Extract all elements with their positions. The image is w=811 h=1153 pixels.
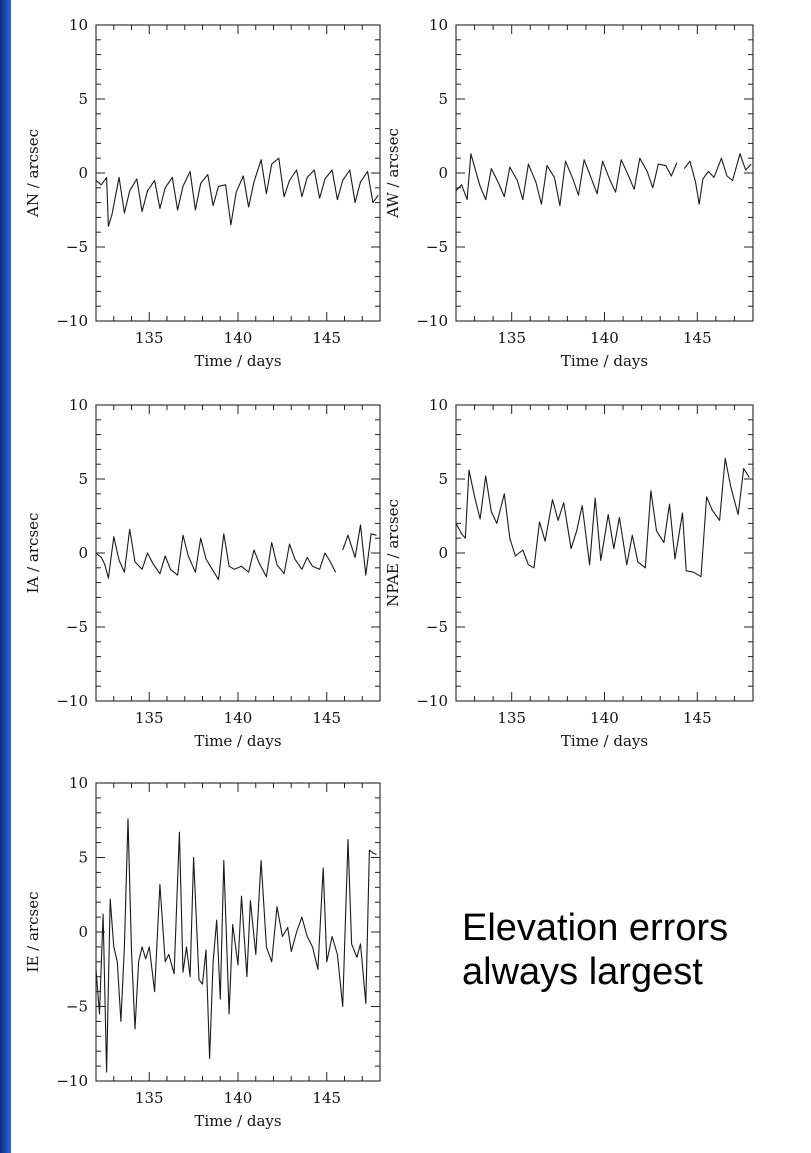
y-tick-label: −5 xyxy=(66,238,88,256)
y-tick-label: −10 xyxy=(56,1072,88,1090)
x-axis-title-an: Time / days xyxy=(194,352,281,370)
series-line-ia-1 xyxy=(342,524,377,576)
x-axis-title-ia: Time / days xyxy=(194,732,281,750)
y-tick-label: 0 xyxy=(438,164,448,182)
y-axis-title-an: AN / arcsec xyxy=(24,129,42,218)
series-line-aw-0 xyxy=(455,153,678,207)
x-tick-label: 140 xyxy=(224,1089,253,1107)
y-tick-label: −10 xyxy=(56,312,88,330)
plot-frame-npae xyxy=(455,404,754,702)
y-axis-title-ie: IE / arcsec xyxy=(24,892,42,973)
y-tick-label: 10 xyxy=(429,396,448,414)
caption-line-1: Elevation errors xyxy=(462,907,729,949)
series-line-ie-0 xyxy=(95,818,377,1073)
y-tick-label: 5 xyxy=(78,470,88,488)
x-tick-label: 145 xyxy=(312,709,341,727)
chart-panel-an: 135 140 145 −10 −5 0 5 10 Time / days AN / arcsec xyxy=(0,0,400,385)
x-tick-label: 135 xyxy=(135,1089,164,1107)
series-line-an-0 xyxy=(95,157,379,227)
caption-line-2: always largest xyxy=(462,951,703,993)
x-tick-label: 140 xyxy=(590,709,619,727)
x-axis-title-npae: Time / days xyxy=(561,732,648,750)
y-tick-label: −5 xyxy=(426,238,448,256)
slide-side-bar xyxy=(0,0,11,1153)
y-tick-label: 0 xyxy=(78,164,88,182)
slide-caption: Elevation errors always largest xyxy=(462,906,807,994)
x-axis-title-ie: Time / days xyxy=(194,1112,281,1130)
y-tick-label: −5 xyxy=(66,998,88,1016)
y-tick-label: 5 xyxy=(78,849,88,867)
x-tick-label: 145 xyxy=(312,1089,341,1107)
y-tick-label: 0 xyxy=(78,544,88,562)
y-tick-label: −10 xyxy=(416,692,448,710)
y-tick-label: 10 xyxy=(69,396,88,414)
x-tick-label: 135 xyxy=(497,709,526,727)
y-tick-label: 5 xyxy=(438,470,448,488)
plot-frame-an xyxy=(95,24,381,322)
chart-ie-svg: 135 140 145 −10 −5 0 5 10 Time / days IE / arcsec xyxy=(24,774,381,1130)
chart-panel-aw: 135 140 145 −10 −5 0 5 10 Time / days AW / arcsec xyxy=(384,0,810,385)
x-tick-label: 145 xyxy=(683,329,712,347)
x-tick-label: 140 xyxy=(224,709,253,727)
chart-ia-svg: 135 140 145 −10 −5 0 5 10 Time / days IA / arcsec xyxy=(24,396,381,750)
chart-panel-ie: 135 140 145 −10 −5 0 5 10 Time / days IE / arcsec xyxy=(0,760,400,1153)
y-tick-label: 10 xyxy=(69,774,88,792)
y-axis-title-aw: AW / arcsec xyxy=(384,128,402,219)
x-axis-title-aw: Time / days xyxy=(561,352,648,370)
x-tick-label: 135 xyxy=(135,329,164,347)
series-line-ia-0 xyxy=(95,528,337,581)
plot-frame-aw xyxy=(455,24,754,322)
y-tick-label: 5 xyxy=(78,90,88,108)
y-tick-label: 5 xyxy=(438,90,448,108)
x-tick-label: 140 xyxy=(224,329,253,347)
chart-panel-ia: 135 140 145 −10 −5 0 5 10 Time / days IA / arcsec xyxy=(0,385,400,760)
plot-frame-ia xyxy=(95,404,381,702)
chart-npae-svg: 135 140 145 −10 −5 0 5 10 Time / days NPAE / arcs… xyxy=(384,396,754,750)
y-axis-title-npae: NPAE / arcsec xyxy=(384,499,402,607)
y-tick-label: −5 xyxy=(426,618,448,636)
chart-an-svg: 135 140 145 −10 −5 0 5 10 Time / days AN / arcsec xyxy=(24,16,381,370)
chart-panel-npae: 135 140 145 −10 −5 0 5 10 Time / days NPAE / arcs… xyxy=(384,385,810,760)
x-tick-label: 140 xyxy=(590,329,619,347)
x-tick-label: 145 xyxy=(683,709,712,727)
x-tick-label: 135 xyxy=(135,709,164,727)
plot-frame-ie xyxy=(95,782,381,1082)
series-line-aw-1 xyxy=(683,153,752,205)
series-line-npae-0 xyxy=(455,457,750,578)
y-tick-label: 10 xyxy=(69,16,88,34)
y-tick-label: −10 xyxy=(56,692,88,710)
y-axis-title-ia: IA / arcsec xyxy=(24,513,42,594)
y-tick-label: 10 xyxy=(429,16,448,34)
y-tick-label: 0 xyxy=(438,544,448,562)
y-tick-label: 0 xyxy=(78,923,88,941)
x-tick-label: 145 xyxy=(312,329,341,347)
y-tick-label: −10 xyxy=(416,312,448,330)
y-tick-label: −5 xyxy=(66,618,88,636)
chart-aw-svg: 135 140 145 −10 −5 0 5 10 Time / days AW / arcsec xyxy=(384,16,754,370)
x-tick-label: 135 xyxy=(497,329,526,347)
